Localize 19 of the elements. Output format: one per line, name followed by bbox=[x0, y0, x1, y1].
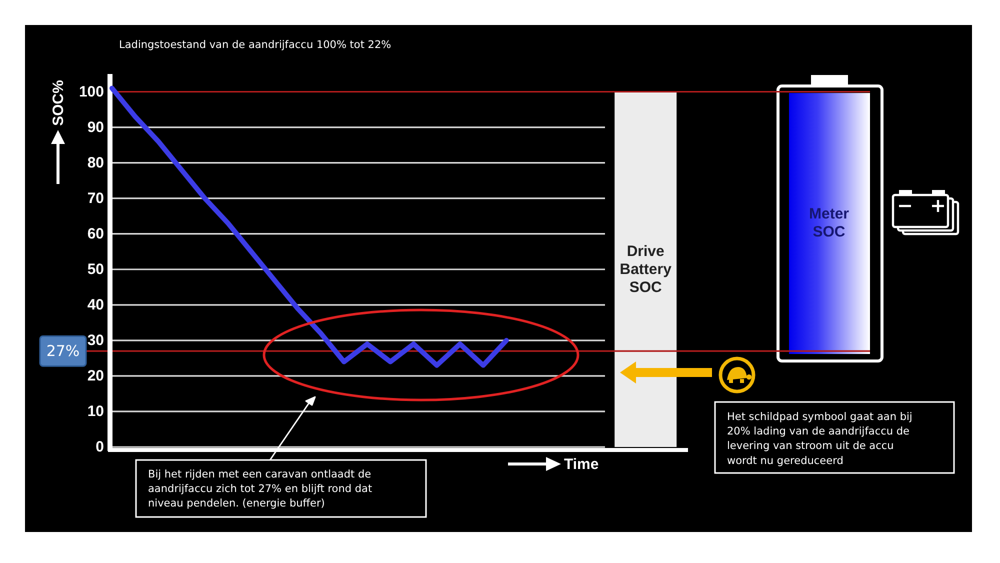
text: Meter SOC bbox=[808, 206, 850, 240]
y-tick-label: 60 bbox=[87, 225, 104, 242]
y-tick-label: 50 bbox=[87, 260, 104, 278]
text: Bij het rijden met een caravan ontlaadt de aandrijfaccu zich tot 27% en blijft rond dat niveau pendelen. (energie buffer) bbox=[148, 468, 372, 510]
ref-line-label: 27% bbox=[46, 342, 80, 360]
y-tick-label: 70 bbox=[87, 190, 104, 207]
y-tick-label: 10 bbox=[87, 402, 104, 420]
x-axis-title: Time bbox=[564, 456, 599, 472]
y-tick-label: 80 bbox=[87, 154, 104, 172]
annotation: Drive Battery SOC bbox=[620, 242, 672, 296]
y-tick-label: 0 bbox=[96, 438, 104, 456]
y-tick-label: 90 bbox=[87, 118, 104, 136]
y-tick-label: 40 bbox=[87, 296, 104, 314]
chart-title: Ladingstoestand van de aandrijfaccu 100% tot 22% bbox=[119, 39, 392, 51]
y-axis-title: SOC% bbox=[50, 80, 66, 126]
y-tick-label: 30 bbox=[87, 332, 104, 349]
y-tick-label: 100 bbox=[78, 83, 104, 100]
text: Het schildpad symbool gaat aan bij 20% lading van de aandrijfaccu de levering van stroom uit de accu wordt nu gereduceerd bbox=[727, 411, 912, 467]
y-tick-label: 20 bbox=[87, 367, 104, 384]
